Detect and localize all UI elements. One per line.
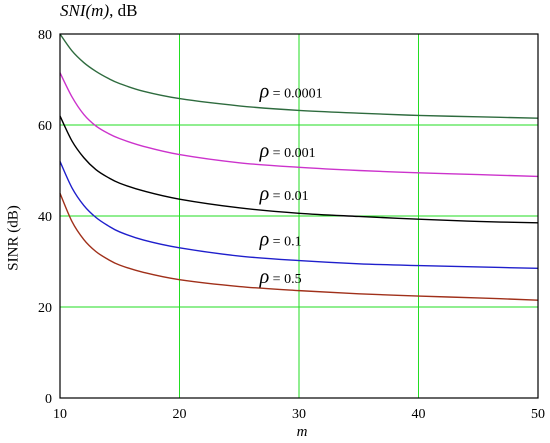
y-axis-ticks: 0 20 40 60 80 [38, 28, 52, 407]
y-axis-label: SINR (dB) [5, 205, 22, 271]
series-line-2 [59, 115, 539, 224]
series-label-3: ρ = 0.1 [259, 229, 302, 251]
x-tick-label: 20 [173, 407, 187, 422]
rho-symbol: ρ [259, 81, 270, 103]
y-tick-label: 40 [38, 210, 52, 225]
x-tick-label: 40 [412, 407, 426, 422]
series-line-1 [59, 72, 539, 178]
rho-value: = 0.001 [269, 146, 315, 161]
series-line-4 [59, 192, 539, 301]
rho-value: = 0.1 [269, 235, 301, 250]
rho-symbol: ρ [259, 183, 270, 205]
y-tick-label: 0 [45, 392, 52, 407]
rho-value: = 0.5 [269, 272, 301, 287]
series-line-3 [59, 161, 539, 270]
x-axis-ticks: 10 20 30 40 50 [53, 407, 545, 422]
chart-title: SNI(m), dB [60, 1, 137, 21]
chart-title-function: SNI(m) [60, 1, 110, 20]
rho-value: = 0.01 [269, 189, 308, 204]
chart-title-unit: , dB [109, 1, 138, 20]
series-label-2: ρ = 0.01 [259, 183, 309, 205]
grid-lines [60, 34, 538, 398]
rho-symbol: ρ [259, 140, 270, 162]
x-tick-label: 10 [53, 407, 67, 422]
series-label-1: ρ = 0.001 [259, 140, 316, 162]
series-label-4: ρ = 0.5 [259, 266, 302, 288]
y-tick-label: 60 [38, 119, 52, 134]
rho-value: = 0.0001 [269, 87, 322, 102]
y-tick-label: 80 [38, 28, 52, 43]
x-axis-label: m [296, 424, 308, 440]
series-line-0 [59, 33, 539, 119]
rho-symbol: ρ [259, 266, 270, 288]
series-lines [59, 33, 539, 301]
x-tick-label: 50 [531, 407, 545, 422]
y-tick-label: 20 [38, 301, 52, 316]
rho-symbol: ρ [259, 229, 270, 251]
series-label-0: ρ = 0.0001 [259, 81, 323, 103]
plot-frame [59, 33, 539, 399]
x-tick-label: 30 [292, 407, 306, 422]
